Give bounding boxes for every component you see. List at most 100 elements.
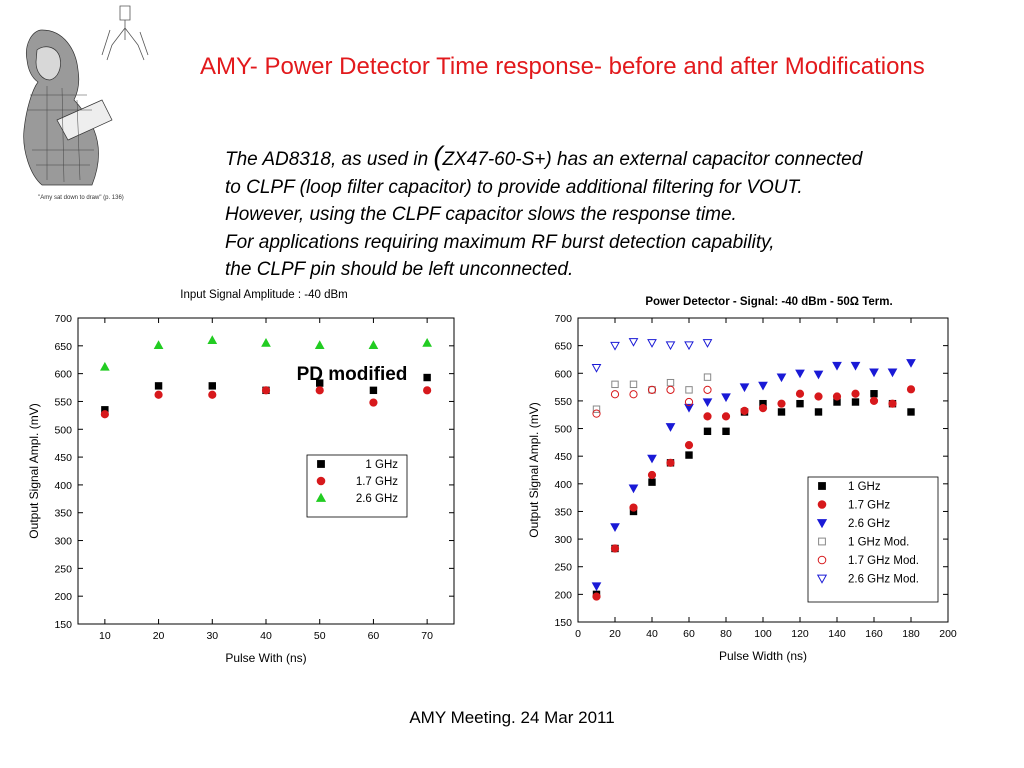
y-tick-label: 550 xyxy=(54,396,72,408)
y-tick-label: 350 xyxy=(554,506,572,518)
y-tick-label: 700 xyxy=(54,313,72,325)
data-point xyxy=(647,470,657,480)
y-tick-label: 150 xyxy=(554,617,572,629)
chart-title: Input Signal Amplitude : -40 dBm xyxy=(180,289,348,301)
legend-label: 1 GHz xyxy=(365,459,398,471)
data-point xyxy=(721,393,731,403)
data-point xyxy=(154,382,163,390)
data-point xyxy=(684,397,694,407)
data-point xyxy=(100,361,110,371)
data-point xyxy=(610,390,620,399)
footer-text: AMY Meeting. 24 Mar 2011 xyxy=(409,708,615,727)
y-tick-label: 300 xyxy=(54,536,72,548)
x-tick-label: 40 xyxy=(260,630,272,642)
data-point xyxy=(851,398,860,406)
x-axis-label: Pulse With (ns) xyxy=(225,651,306,665)
y-tick-label: 250 xyxy=(554,562,572,574)
data-point xyxy=(739,383,750,393)
data-point xyxy=(208,390,217,399)
legend-marker xyxy=(817,500,827,509)
y-axis-label: Output Signal Ampl. (mV) xyxy=(27,403,41,538)
data-point xyxy=(813,370,824,380)
data-point xyxy=(207,335,218,344)
data-point xyxy=(703,427,712,436)
y-tick-label: 300 xyxy=(554,534,572,546)
data-point xyxy=(592,592,601,601)
data-point xyxy=(208,382,216,390)
body-line-4: For applications requiring maximum RF bu… xyxy=(225,231,775,253)
body-line-1: The AD8318, as used in (ZX47-60-S+) has … xyxy=(225,141,1015,174)
data-point xyxy=(153,340,164,349)
body-line-1-paren: ( xyxy=(433,141,443,171)
data-point xyxy=(629,503,638,512)
chart-input-signal-amplitude: 150 200 250 300 350 400 450 500 550 600 650 700 10 20… xyxy=(27,289,455,665)
y-tick-label: 500 xyxy=(54,424,72,436)
data-point xyxy=(368,340,379,349)
data-point xyxy=(666,458,675,467)
illustration-caption: "Amy sat down to draw" (p. 136) xyxy=(38,195,124,201)
legend-marker xyxy=(818,537,826,546)
data-point xyxy=(422,338,432,347)
legend-marker xyxy=(816,519,828,529)
data-point xyxy=(796,399,804,408)
data-point xyxy=(870,390,878,398)
y-tick-label: 400 xyxy=(554,479,572,491)
x-tick-label: 50 xyxy=(314,630,326,642)
data-point xyxy=(154,390,163,399)
data-point xyxy=(703,373,712,381)
body-line-1a: The AD8318, as used in xyxy=(225,149,434,170)
legend-label: 2.6 GHz Mod. xyxy=(848,574,919,586)
data-point xyxy=(423,373,431,382)
y-tick-label: 250 xyxy=(54,563,72,575)
data-point xyxy=(628,338,639,347)
data-point xyxy=(647,454,657,464)
x-tick-label: 200 xyxy=(939,628,957,640)
data-point xyxy=(628,484,639,494)
legend-label: 1.7 GHz xyxy=(848,500,890,512)
data-point xyxy=(592,405,601,413)
legend-marker xyxy=(317,460,325,468)
data-point xyxy=(684,341,694,351)
legend-marker xyxy=(315,492,327,502)
x-tick-label: 70 xyxy=(421,630,433,642)
chart-power-detector: 150 200 250 300 350 400 450 500 550 600 650 700 0 20 4… xyxy=(527,296,957,663)
y-tick-label: 650 xyxy=(554,341,572,353)
x-tick-label: 60 xyxy=(683,628,695,640)
y-tick-label: 650 xyxy=(54,341,72,353)
x-tick-label: 20 xyxy=(153,630,165,642)
x-tick-label: 40 xyxy=(646,628,658,640)
data-point xyxy=(314,340,325,349)
data-point xyxy=(592,409,601,418)
y-tick-label: 200 xyxy=(54,591,72,603)
x-tick-label: 180 xyxy=(902,628,920,640)
data-point xyxy=(832,361,842,371)
data-point xyxy=(629,380,638,389)
data-point xyxy=(702,398,713,408)
legend-marker xyxy=(316,476,326,486)
chart-title: Power Detector - Signal: -40 dBm - 50Ω T… xyxy=(645,296,892,308)
y-tick-label: 600 xyxy=(554,368,572,380)
data-point xyxy=(666,378,675,387)
x-tick-label: 100 xyxy=(754,628,772,640)
legend-label: 1 GHz Mod. xyxy=(848,537,909,549)
data-point xyxy=(261,386,271,395)
data-point xyxy=(703,385,712,394)
data-point xyxy=(684,441,694,450)
data-point xyxy=(721,412,731,421)
body-line-2: to CLPF (loop filter capacitor) to provi… xyxy=(225,176,803,198)
data-point xyxy=(887,368,898,378)
chart-annotation: PD modified xyxy=(297,364,408,385)
x-tick-label: 160 xyxy=(865,628,883,640)
data-point xyxy=(869,396,879,406)
y-tick-label: 700 xyxy=(554,313,572,325)
y-tick-label: 450 xyxy=(554,451,572,463)
illustration-girl-drawing: "Amy sat down to draw" (p. 136) xyxy=(2,0,160,205)
data-point xyxy=(795,389,805,398)
body-line-3: However, using the CLPF capacitor slows … xyxy=(225,204,737,225)
body-line-5: the CLPF pin should be left unconnected. xyxy=(225,259,574,280)
data-point xyxy=(610,544,620,553)
x-tick-label: 20 xyxy=(609,628,621,640)
data-point xyxy=(722,427,730,436)
data-point xyxy=(776,373,787,383)
data-point xyxy=(591,582,602,592)
